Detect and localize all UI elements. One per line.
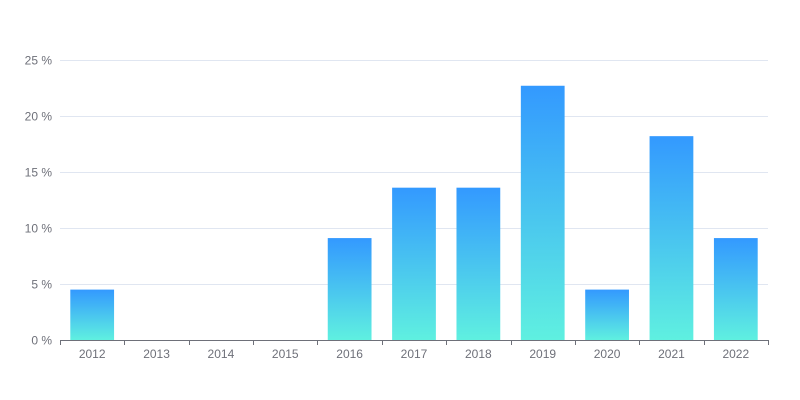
x-tick-label: 2022 xyxy=(722,347,749,361)
bar-2016 xyxy=(327,238,372,340)
x-tick-label: 2014 xyxy=(208,347,235,361)
bar-2021 xyxy=(649,136,694,340)
bar-2020 xyxy=(585,289,629,340)
bar-2012 xyxy=(70,289,115,340)
x-tick-label: 2018 xyxy=(465,347,492,361)
y-tick-label: 25 % xyxy=(25,54,53,68)
x-axis xyxy=(60,340,769,345)
y-tick-label: 15 % xyxy=(25,166,53,180)
y-tick-label: 20 % xyxy=(25,110,53,124)
y-axis-labels: 0 % 5 % 10 % 15 % 20 % 25 % xyxy=(25,54,53,348)
x-tick-label: 2020 xyxy=(594,347,621,361)
x-tick-label: 2015 xyxy=(272,347,299,361)
x-axis-labels: 2012 2013 2014 2015 2016 2017 2018 2019 2020 2021… xyxy=(79,347,750,361)
bar-2018 xyxy=(456,187,501,340)
bar-2019 xyxy=(520,85,565,340)
y-tick-label: 5 % xyxy=(31,278,52,292)
x-tick-label: 2016 xyxy=(336,347,363,361)
x-tick-label: 2013 xyxy=(143,347,170,361)
x-tick-label: 2012 xyxy=(79,347,106,361)
x-tick-label: 2021 xyxy=(658,347,685,361)
bar-2017 xyxy=(392,187,436,340)
y-tick-label: 0 % xyxy=(31,334,52,348)
bar-2022 xyxy=(713,238,758,340)
x-tick-label: 2017 xyxy=(401,347,428,361)
y-tick-label: 10 % xyxy=(25,222,53,236)
x-tick-label: 2019 xyxy=(529,347,556,361)
bars xyxy=(70,85,758,340)
